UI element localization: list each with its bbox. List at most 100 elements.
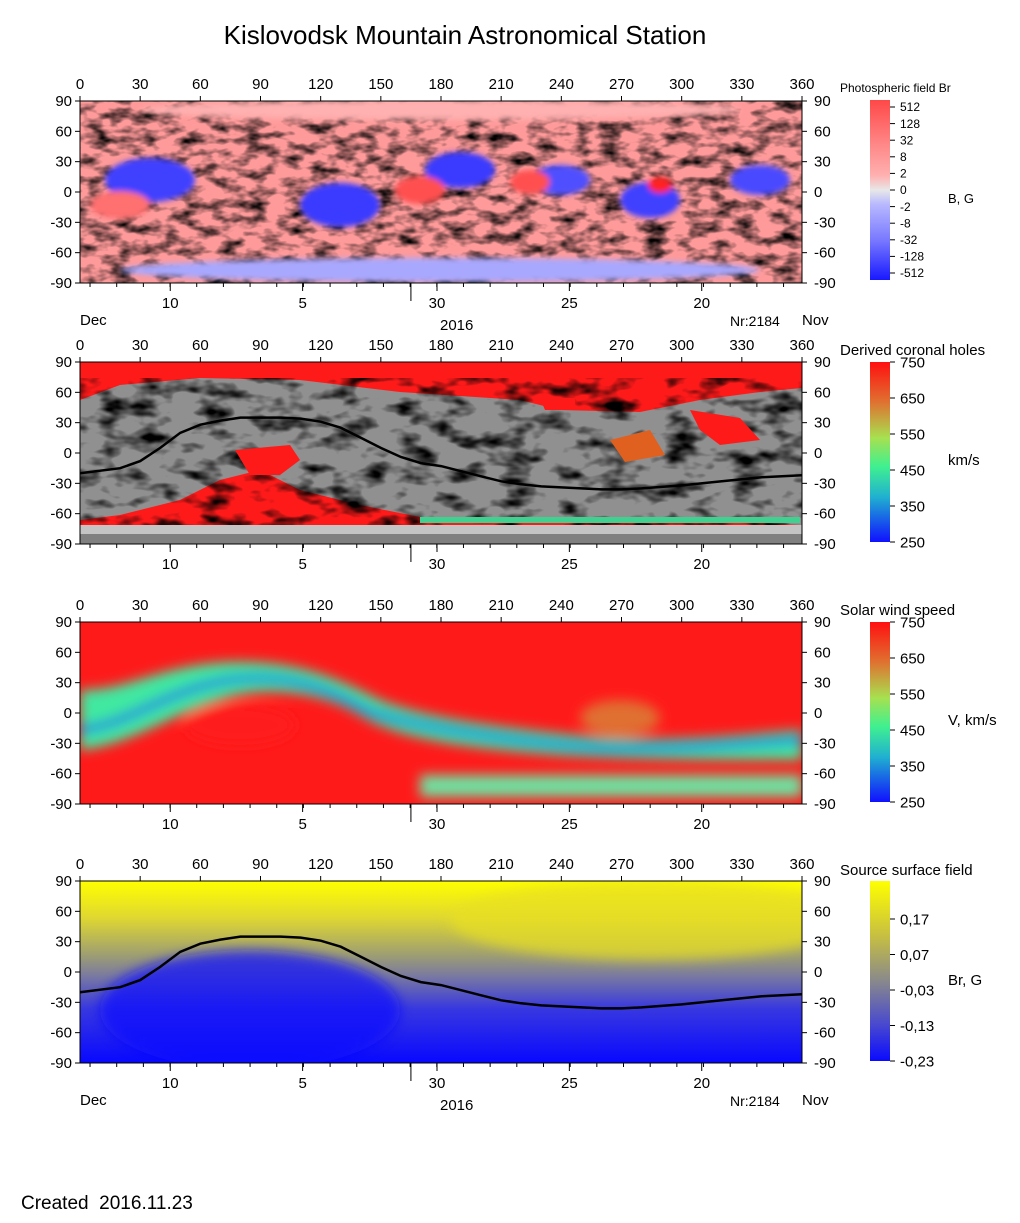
date-tick-label: 10: [162, 816, 179, 833]
lon-tick-label: 90: [252, 856, 269, 873]
date-tick-label: 10: [162, 556, 179, 573]
lon-tick-label: 240: [549, 337, 574, 354]
lon-tick-label: 90: [252, 76, 269, 93]
lat-tick-label-left: -90: [50, 275, 72, 292]
lon-tick-label: 60: [192, 597, 209, 614]
rotation-label: Nr:2184: [730, 313, 780, 329]
colorbar-tick-label: 750: [900, 354, 925, 371]
colorbar-tick-label: 750: [900, 614, 925, 631]
coronal-holes-colorbar-label: km/s: [948, 452, 980, 469]
date-tick-label: 25: [561, 1075, 578, 1092]
colorbar-tick-label: 0,17: [900, 911, 929, 928]
lat-tick-label-right: 90: [814, 354, 831, 371]
lon-tick-label: 270: [609, 597, 634, 614]
lat-tick-label-right: -90: [814, 275, 836, 292]
colorbar-tick-label: 0: [900, 183, 907, 197]
lon-tick-label: 0: [76, 597, 84, 614]
lat-tick-label-right: 60: [814, 384, 831, 401]
date-tick-label: 30: [429, 295, 446, 312]
date-tick-label: 20: [693, 1075, 710, 1092]
lon-tick-label: 270: [609, 76, 634, 93]
date-tick-label: 25: [561, 816, 578, 833]
colorbar-tick-label: -128: [900, 250, 924, 264]
lon-tick-label: 210: [489, 597, 514, 614]
lat-tick-label-right: -30: [814, 475, 836, 492]
colorbar-tick-label: 32: [900, 133, 914, 147]
colorbar-tick-label: -512: [900, 266, 924, 280]
photospheric-field-title: Photospheric field Br: [840, 81, 951, 95]
created-date: 2016.11.23: [99, 1193, 193, 1214]
lon-tick-label: 0: [76, 337, 84, 354]
lon-tick-label: 180: [428, 856, 453, 873]
date-tick-label: 5: [298, 556, 306, 573]
lon-tick-label: 180: [428, 337, 453, 354]
lon-tick-label: 150: [368, 76, 393, 93]
lat-tick-label-right: 90: [814, 873, 831, 890]
lon-tick-label: 180: [428, 76, 453, 93]
lon-tick-label: 30: [132, 597, 149, 614]
date-tick-label: 25: [561, 556, 578, 573]
colorbar: [870, 622, 890, 802]
lon-tick-label: 300: [669, 76, 694, 93]
year-label-bottom: 2016: [440, 1097, 473, 1114]
lon-tick-label: 300: [669, 597, 694, 614]
date-tick-label: 10: [162, 1075, 179, 1092]
lon-tick-label: 360: [789, 856, 814, 873]
lon-tick-label: 30: [132, 76, 149, 93]
lat-tick-label-left: 60: [55, 903, 72, 920]
lat-tick-label-right: 30: [814, 154, 831, 171]
colorbar-tick-label: 250: [900, 534, 925, 551]
colorbar: [870, 881, 890, 1061]
lon-tick-label: 150: [368, 856, 393, 873]
solar-wind-speed-title: Solar wind speed: [840, 602, 955, 619]
solar-wind-speed-map: [80, 622, 802, 804]
lat-tick-label-right: -60: [814, 245, 836, 262]
lon-tick-label: 330: [729, 337, 754, 354]
colorbar-tick-label: -32: [900, 233, 918, 247]
lat-tick-label-right: 90: [814, 614, 831, 631]
lon-tick-label: 60: [192, 337, 209, 354]
lat-tick-label-left: -90: [50, 1055, 72, 1072]
lon-tick-label: 330: [729, 597, 754, 614]
lat-tick-label-left: 0: [64, 705, 72, 722]
year-label: 2016: [440, 317, 473, 334]
photospheric-field-map: [80, 101, 802, 283]
colorbar-tick-label: 0,07: [900, 947, 929, 964]
colorbar-tick-label: -2: [900, 200, 911, 214]
lat-tick-label-left: 30: [55, 675, 72, 692]
colorbar-tick-label: 350: [900, 498, 925, 515]
lon-tick-label: 360: [789, 76, 814, 93]
lat-tick-label-right: -90: [814, 796, 836, 813]
lon-tick-label: 330: [729, 856, 754, 873]
lat-tick-label-right: 30: [814, 675, 831, 692]
lat-tick-label-left: -30: [50, 994, 72, 1011]
colorbar-tick-label: 550: [900, 686, 925, 703]
lon-tick-label: 330: [729, 76, 754, 93]
lon-tick-label: 120: [308, 337, 333, 354]
lon-tick-label: 0: [76, 76, 84, 93]
lon-tick-label: 360: [789, 597, 814, 614]
lon-tick-label: 90: [252, 597, 269, 614]
colorbar-tick-label: 450: [900, 722, 925, 739]
lon-tick-label: 360: [789, 337, 814, 354]
colorbar-tick-label: -8: [900, 216, 911, 230]
lat-tick-label-right: 60: [814, 644, 831, 661]
lon-tick-label: 300: [669, 337, 694, 354]
lat-tick-label-left: 0: [64, 964, 72, 981]
lon-tick-label: 60: [192, 856, 209, 873]
lon-tick-label: 240: [549, 856, 574, 873]
colorbar-tick-label: 8: [900, 150, 907, 164]
created-label: Created: [21, 1193, 89, 1214]
lon-tick-label: 300: [669, 856, 694, 873]
lat-tick-label-left: -90: [50, 796, 72, 813]
lon-tick-label: 60: [192, 76, 209, 93]
source-surface-colorbar-label: Br, G: [948, 972, 982, 989]
lon-tick-label: 120: [308, 856, 333, 873]
lon-tick-label: 240: [549, 597, 574, 614]
month-right-label: Nov: [802, 312, 829, 329]
lat-tick-label-right: 0: [814, 705, 822, 722]
lon-tick-label: 270: [609, 337, 634, 354]
source-surface-field-map: [80, 881, 802, 1063]
lat-tick-label-left: -60: [50, 245, 72, 262]
